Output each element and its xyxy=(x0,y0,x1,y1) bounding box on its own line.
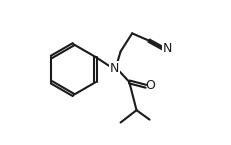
Text: O: O xyxy=(145,79,155,92)
Text: N: N xyxy=(163,42,172,55)
Text: N: N xyxy=(110,62,119,75)
